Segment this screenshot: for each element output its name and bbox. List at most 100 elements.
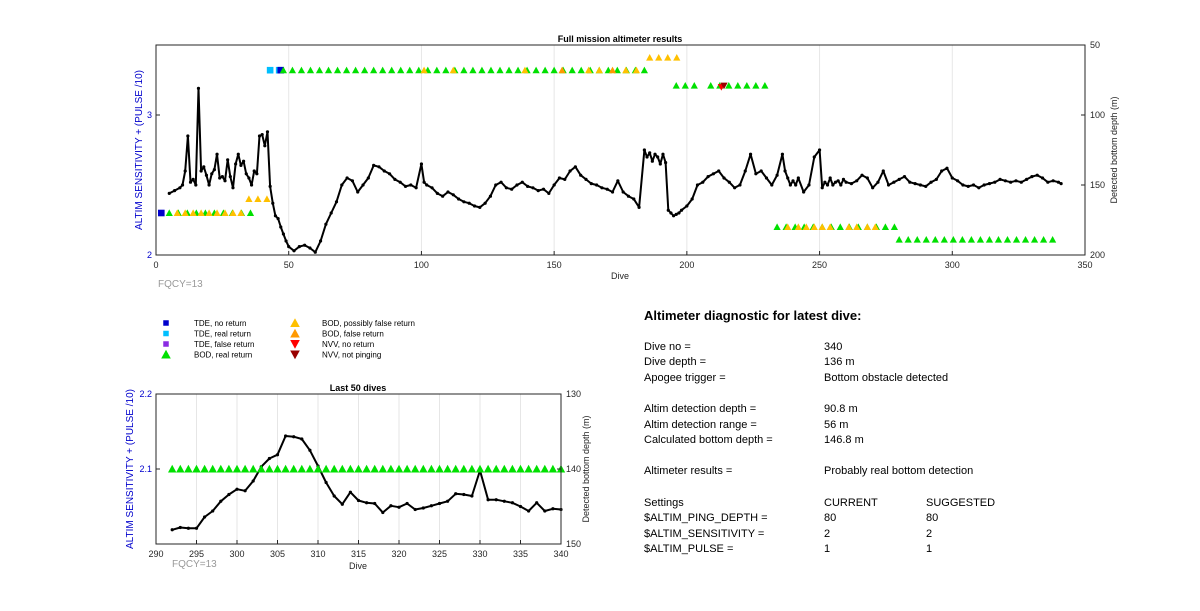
bottom-depth-point	[180, 183, 185, 187]
bottom-depth-point	[849, 182, 854, 186]
bottom-depth-point	[486, 498, 490, 502]
bottom-depth-point	[817, 148, 822, 152]
bod-real-return-marker	[1003, 236, 1012, 243]
bottom-depth-point	[273, 214, 278, 218]
bottom-depth-point	[454, 492, 458, 496]
bottom-depth-point	[515, 183, 519, 187]
bottom-depth-point	[236, 152, 240, 156]
bottom-depth-point	[977, 186, 981, 190]
bottom-depth-point	[871, 186, 875, 190]
bottom-depth-point	[478, 205, 482, 209]
plot-area	[156, 45, 1085, 255]
bod-real-return-marker	[451, 464, 460, 473]
bottom-depth-point	[987, 182, 992, 186]
bottom-depth-point	[260, 133, 264, 137]
bottom-depth-point	[263, 144, 267, 148]
bottom-depth-point	[267, 456, 271, 461]
bod-real-return-marker	[208, 464, 217, 473]
bottom-depth-point	[1040, 176, 1045, 180]
bod-possibly-false-return-marker	[863, 223, 871, 230]
bottom-depth-point	[435, 191, 439, 195]
bod-real-return-marker	[370, 66, 378, 74]
bottom-depth-point	[308, 448, 312, 452]
bod-real-return-marker	[361, 66, 369, 74]
legend-label: BOD, false return	[322, 330, 384, 339]
bod-possibly-false-return-marker	[845, 223, 853, 230]
bottom-depth-point	[300, 437, 304, 441]
setting-suggested: 2	[926, 528, 933, 540]
bottom-depth-point	[918, 183, 923, 187]
legend-marker	[290, 328, 300, 338]
bottom-depth-point	[235, 487, 239, 491]
bottom-depth-point	[167, 191, 171, 195]
setting-label: $ALTIM_SENSITIVITY =	[644, 528, 765, 540]
bottom-depth-point	[356, 498, 361, 503]
legend-marker	[163, 330, 169, 337]
bottom-depth-point	[241, 159, 246, 163]
bottom-depth-point	[329, 211, 333, 215]
bod-real-return-marker	[362, 464, 371, 473]
bottom-depth-point	[332, 494, 336, 498]
bottom-depth-point	[780, 152, 785, 156]
y2-tick-label: 130	[566, 389, 581, 399]
bottom-depth-point	[441, 194, 445, 198]
bottom-depth-point	[568, 169, 572, 173]
bod-real-return-marker	[1049, 236, 1057, 243]
bottom-depth-point	[812, 155, 816, 159]
y-axis-label: ALTIM SENSITIVITY + (PULSE /10)	[125, 389, 136, 549]
bottom-depth-point	[1035, 173, 1039, 177]
bottom-depth-point	[226, 158, 230, 162]
bottom-depth-point	[403, 184, 408, 188]
bod-real-return-marker	[168, 464, 177, 473]
bod-real-return-marker	[333, 66, 342, 74]
axes-box	[155, 44, 1086, 256]
bottom-depth-point	[252, 169, 256, 173]
bottom-depth-point	[284, 434, 288, 438]
chart-title: Full mission altimeter results	[558, 34, 683, 44]
bod-real-return-marker	[550, 66, 558, 74]
bod-real-return-marker	[246, 209, 255, 216]
y2-tick-label: 50	[1090, 40, 1100, 50]
bottom-depth-point	[841, 177, 846, 181]
x-tick-label: 305	[270, 549, 285, 559]
bottom-depth-point	[733, 186, 737, 190]
bod-real-return-marker	[469, 66, 477, 74]
y2-tick-label: 200	[1090, 250, 1105, 260]
bottom-depth-point	[194, 526, 199, 530]
bottom-depth-point	[754, 172, 758, 176]
bod-possibly-false-return-marker	[237, 209, 245, 216]
bod-real-return-marker	[354, 464, 363, 473]
bottom-depth-point	[313, 250, 317, 254]
bottom-depth-point	[183, 169, 187, 173]
bottom-depth-point	[677, 211, 681, 215]
bottom-depth-point	[234, 162, 238, 166]
bottom-depth-point	[239, 163, 243, 167]
bod-real-return-marker	[1030, 236, 1039, 243]
bottom-depth-point	[658, 162, 662, 166]
bottom-depth-point	[955, 179, 960, 183]
bod-real-return-marker	[734, 82, 742, 89]
bottom-depth-point	[860, 173, 864, 177]
bottom-depth-point	[913, 182, 917, 186]
bottom-depth-point	[748, 152, 753, 156]
bod-real-return-marker	[305, 464, 315, 473]
bottom-depth-point	[526, 184, 530, 188]
bod-real-return-marker	[940, 236, 948, 243]
bod-real-return-marker	[406, 66, 414, 74]
legend-label: BOD, real return	[194, 351, 252, 360]
bod-real-return-marker	[279, 66, 288, 74]
bod-real-return-marker	[752, 82, 760, 89]
bod-real-return-marker	[397, 66, 405, 74]
bottom-depth-point	[350, 179, 355, 183]
bod-possibly-false-return-marker	[229, 209, 237, 216]
legend-marker	[163, 320, 169, 326]
bod-possibly-false-return-marker	[173, 209, 181, 216]
diag-label: Altimeter results =	[644, 465, 733, 477]
bottom-depth-point	[653, 152, 657, 156]
bottom-depth-point	[502, 499, 506, 503]
bod-real-return-marker	[487, 66, 495, 74]
tde-real-return-marker	[266, 66, 274, 74]
bottom-depth-point	[527, 509, 531, 513]
bod-real-return-marker	[352, 66, 360, 74]
bottom-depth-point	[520, 180, 524, 184]
